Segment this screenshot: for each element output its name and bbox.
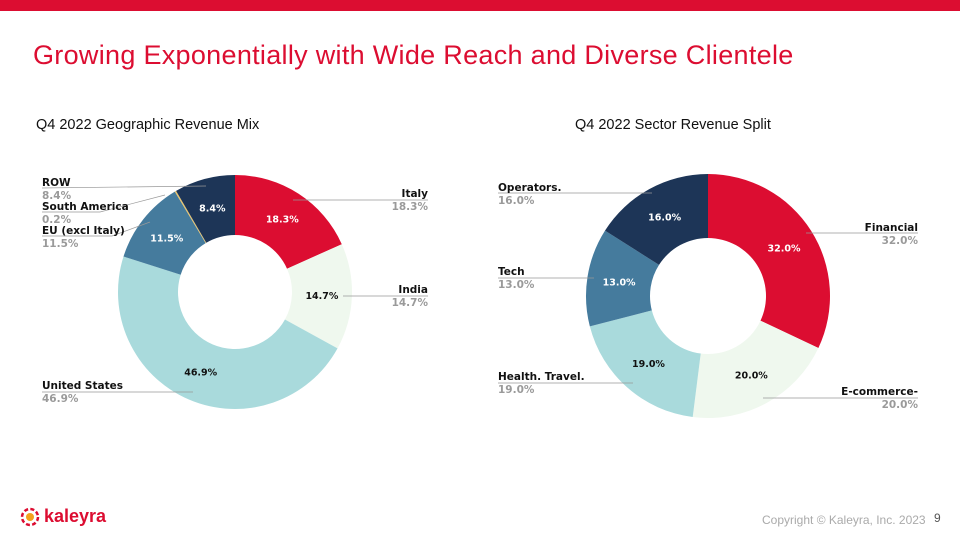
leader-lines: [41, 185, 918, 399]
legend-pct-financial: 32.0%: [881, 235, 918, 247]
data-label: 8.4%: [199, 204, 226, 215]
legend-pct-us: 46.9%: [42, 393, 79, 405]
slice-row: [176, 175, 235, 243]
slide-title: Growing Exponentially with Wide Reach an…: [33, 40, 794, 70]
slice-south-america: [174, 190, 207, 244]
slice-e-commerce-: [692, 320, 819, 419]
legend-pct-health: 19.0%: [498, 384, 535, 396]
kaleyra-logo: kaleyra: [20, 506, 106, 527]
legend-label-operators: Operators.: [498, 182, 562, 194]
slice-health-travel-: [589, 310, 701, 418]
legend-pct-row: 8.4%: [42, 190, 72, 202]
legend-pct-tech: 13.0%: [498, 279, 535, 291]
legend-label-row: ROW: [42, 177, 71, 189]
legend-label-ecommerce: E-commerce-: [841, 386, 918, 398]
slice-operators-: [604, 174, 708, 265]
legend-pct-eu: 11.5%: [42, 238, 79, 250]
logo-text: kaleyra: [44, 506, 107, 526]
copyright: Copyright © Kaleyra, Inc. 2023: [762, 513, 926, 527]
legend-pct-india: 14.7%: [391, 297, 428, 309]
sector-chart-title: Q4 2022 Sector Revenue Split: [575, 117, 771, 133]
data-label: 16.0%: [648, 213, 681, 224]
kaleyra-logo-icon: [20, 507, 40, 526]
legend-label-south-america: South America: [42, 201, 129, 213]
top-accent-bar: [0, 0, 960, 11]
data-label: 18.3%: [266, 214, 299, 225]
legend-label-india: India: [398, 284, 428, 296]
geo-donut: 18.3% 14.7% 46.9% 11.5% 8.4%: [118, 175, 352, 410]
legend-label-financial: Financial: [864, 222, 918, 234]
legend-pct-ecommerce: 20.0%: [881, 399, 918, 411]
slice-eu-excl-italy-: [123, 191, 206, 275]
legend-label-eu: EU (excl Italy): [42, 225, 125, 237]
slice-italy: [235, 175, 342, 269]
slice-financial: [708, 174, 830, 348]
legend-label-tech: Tech: [498, 266, 525, 278]
legend-label-italy: Italy: [401, 188, 428, 200]
legend-label-us: United States: [42, 380, 123, 392]
data-label: 13.0%: [603, 277, 636, 288]
page-number: 9: [934, 511, 941, 525]
slice-united-states: [118, 256, 338, 410]
data-label: 46.9%: [184, 367, 217, 378]
legend-pct-south-america: 0.2%: [42, 214, 72, 226]
legend-label-health: Health. Travel.: [498, 371, 585, 383]
slice-tech: [586, 230, 660, 327]
slice-india: [284, 244, 352, 349]
geo-chart-title: Q4 2022 Geographic Revenue Mix: [36, 117, 260, 133]
data-label: 19.0%: [632, 359, 665, 370]
data-label: 20.0%: [735, 370, 768, 381]
legend-pct-italy: 18.3%: [391, 201, 428, 213]
data-label: 14.7%: [305, 291, 338, 302]
sector-donut: 32.0% 20.0% 19.0% 13.0% 16.0%: [586, 174, 830, 419]
data-label: 11.5%: [150, 234, 183, 245]
data-label: 32.0%: [768, 243, 801, 254]
legend-pct-operators: 16.0%: [498, 195, 535, 207]
